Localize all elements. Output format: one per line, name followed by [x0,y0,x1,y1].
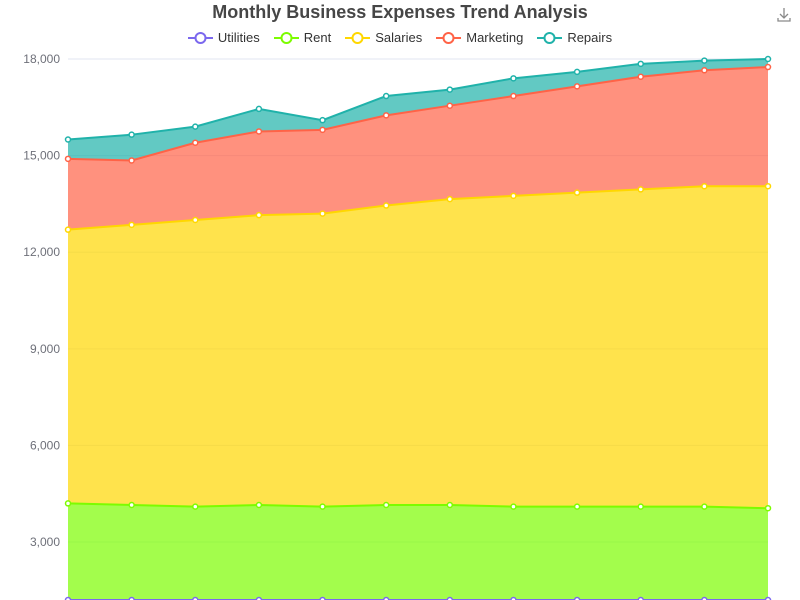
legend-item-marketing[interactable]: Marketing [436,30,523,45]
point-utilities[interactable] [64,596,72,600]
point-repairs[interactable] [510,75,517,82]
point-repairs[interactable] [192,123,199,130]
legend-marker [537,31,563,44]
point-utilities[interactable] [319,596,326,600]
y-tick-label: 3,000 [30,535,60,549]
chart-legend: Utilities Rent Salaries Marketing Repairs [0,30,800,45]
point-salaries[interactable] [128,221,135,229]
point-salaries[interactable] [319,210,326,217]
area-rent [68,503,768,600]
legend-label: Salaries [375,30,423,45]
line-marketing [67,66,769,162]
point-rent[interactable] [128,501,135,509]
point-repairs[interactable] [128,131,135,138]
point-rent[interactable] [701,503,708,510]
point-utilities[interactable] [382,596,390,600]
legend-label: Marketing [466,30,524,45]
legend-marker [187,31,213,44]
point-utilities[interactable] [192,596,199,600]
point-repairs[interactable] [382,92,390,100]
point-marketing[interactable] [255,128,263,135]
legend-item-utilities[interactable]: Utilities [187,30,260,45]
point-salaries[interactable] [192,216,199,224]
area-salaries [68,186,768,509]
legend-marker [345,31,371,44]
point-marketing[interactable] [64,155,72,163]
y-tick-label: 15,000 [23,149,60,163]
legend-marker [436,31,462,44]
point-rent[interactable] [446,501,454,509]
point-marketing[interactable] [573,83,581,90]
point-utilities[interactable] [764,596,772,600]
point-utilities[interactable] [446,596,454,600]
point-marketing[interactable] [510,92,517,100]
point-salaries[interactable] [510,192,517,200]
point-utilities[interactable] [637,596,644,600]
y-tick-label: 18,000 [23,52,60,66]
point-marketing[interactable] [128,157,135,164]
y-axis: 3,000 6,000 9,000 12,000 15,000 18,000 [23,52,60,549]
legend-label: Repairs [567,30,613,45]
point-marketing[interactable] [637,73,644,80]
y-tick-label: 6,000 [30,438,60,452]
legend-marker [273,31,299,44]
point-utilities[interactable] [701,596,708,600]
series-points [64,55,772,600]
point-repairs[interactable] [255,105,263,113]
point-rent[interactable] [319,503,326,510]
line-salaries [67,185,768,231]
point-repairs[interactable] [64,136,72,143]
point-marketing[interactable] [192,139,199,146]
point-marketing[interactable] [319,126,326,134]
legend-label: Rent [303,30,332,45]
legend-item-salaries[interactable]: Salaries [345,30,422,45]
series-lines [67,58,769,600]
point-repairs[interactable] [319,116,326,124]
y-tick-label: 9,000 [30,342,60,356]
download-icon[interactable] [776,7,792,23]
line-rent [67,502,769,510]
point-repairs[interactable] [573,68,581,76]
point-utilities[interactable] [510,596,517,600]
legend-item-rent[interactable]: Rent [273,30,332,45]
series-areas [68,59,768,600]
point-salaries[interactable] [764,182,772,190]
point-rent[interactable] [382,501,390,509]
y-tick-label: 12,000 [23,245,60,259]
point-repairs[interactable] [637,60,644,68]
point-rent[interactable] [573,503,581,510]
point-repairs[interactable] [701,57,708,64]
point-marketing[interactable] [446,102,454,109]
point-rent[interactable] [510,503,517,510]
point-salaries[interactable] [637,186,644,193]
point-utilities[interactable] [573,596,581,600]
point-marketing[interactable] [382,112,390,119]
point-marketing[interactable] [701,67,708,74]
chart-title: Monthly Business Expenses Trend Analysis [212,2,588,22]
point-rent[interactable] [255,501,263,509]
point-rent[interactable] [637,503,644,510]
point-repairs[interactable] [446,86,454,93]
point-rent[interactable] [764,504,772,512]
point-rent[interactable] [64,500,72,507]
point-repairs[interactable] [764,55,772,63]
legend-label: Utilities [217,30,260,45]
point-salaries[interactable] [573,189,581,196]
point-salaries[interactable] [255,211,263,219]
point-salaries[interactable] [64,226,72,233]
point-utilities[interactable] [128,596,135,600]
line-repairs [67,58,769,141]
area-marketing [68,67,768,230]
point-salaries[interactable] [701,182,708,190]
point-salaries[interactable] [446,195,454,203]
point-rent[interactable] [192,503,199,510]
legend-item-repairs[interactable]: Repairs [537,30,612,45]
point-salaries[interactable] [382,202,390,209]
point-utilities[interactable] [255,596,263,600]
point-marketing[interactable] [764,63,772,71]
